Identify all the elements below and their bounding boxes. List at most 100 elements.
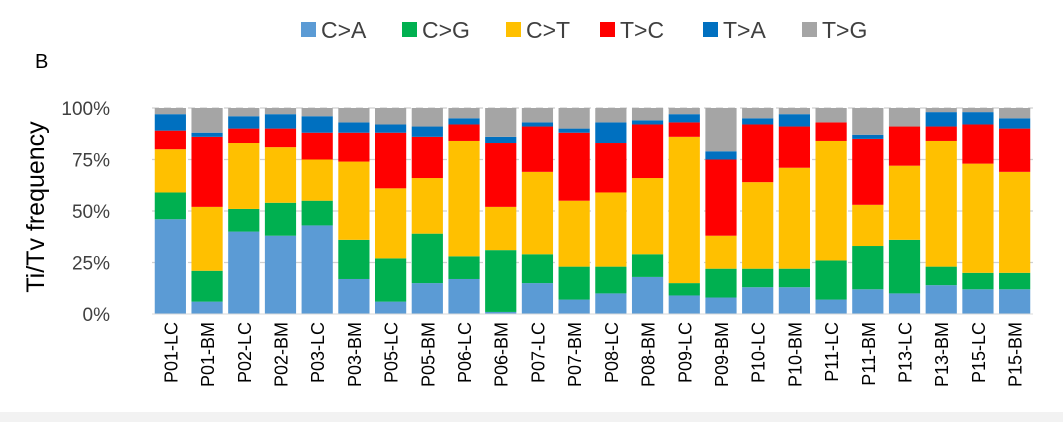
bar-segment (448, 256, 480, 279)
panel-label: B (35, 51, 48, 73)
bar-segment (888, 126, 921, 166)
bar-segment (631, 108, 664, 121)
bar-segment (521, 283, 554, 314)
x-tick-label: P08-LC (602, 322, 622, 383)
bar-segment (301, 225, 333, 314)
bar-segment (228, 231, 260, 314)
bar-segment (742, 124, 774, 183)
bar-segment (962, 112, 994, 125)
bar-segment (485, 250, 517, 312)
bar-segment (852, 138, 884, 205)
bar-segment (999, 118, 1031, 129)
bar-segment (778, 167, 810, 269)
bar-segment (852, 134, 884, 139)
bar-segment (962, 108, 994, 113)
bar-segment (888, 108, 921, 127)
bar-segment (154, 130, 186, 150)
x-tick-label: P02-LC (235, 322, 255, 383)
y-tick-label: 25% (72, 254, 110, 275)
bar-segment (191, 108, 223, 133)
bar-segment (925, 112, 957, 127)
x-tick-label: P15-LC (969, 322, 989, 383)
bar-segment (925, 108, 957, 113)
x-tick-label: P13-BM (932, 322, 952, 387)
bar-segment (962, 289, 994, 314)
x-tick-label: P11-LC (822, 322, 842, 382)
y-tick-label: 50% (72, 202, 110, 223)
bar-segment (742, 182, 774, 269)
bar-segment (485, 136, 517, 144)
bar-segment (668, 108, 700, 115)
y-tick-labels: 0% 25% 50% 75% 100% (61, 99, 110, 326)
bar-segment (631, 124, 664, 179)
bar-segment (485, 311, 517, 314)
x-tick-label: P03-LC (308, 322, 328, 383)
x-tick-label: P09-LC (675, 322, 695, 383)
bar-segment (411, 233, 443, 284)
bar-segment (485, 143, 517, 207)
bar-segment (338, 239, 370, 279)
bar-segment (191, 206, 223, 271)
bar-segment (668, 114, 700, 123)
legend-label: T>C (620, 17, 664, 43)
bar-segment (558, 132, 590, 201)
bar-segment (264, 108, 297, 115)
bar-segment (191, 136, 223, 207)
y-tick-label: 0% (83, 305, 111, 326)
bar-segment (778, 287, 810, 314)
bar-segment (301, 116, 333, 133)
bar-segment (228, 143, 260, 209)
bar-segment (448, 108, 480, 119)
bar-segment (999, 171, 1031, 273)
bar-segment (778, 108, 810, 115)
x-tick-label: P01-BM (198, 322, 218, 387)
legend-label: T>G (822, 17, 867, 43)
legend-swatch (600, 22, 615, 37)
bar-segment (852, 204, 884, 247)
gridlines (152, 107, 1033, 264)
x-tick-label: P15-BM (1006, 322, 1026, 387)
bar-segment (228, 108, 260, 117)
bar-segment (742, 268, 774, 288)
bar-segment (705, 297, 737, 314)
bar-segment (705, 268, 737, 298)
bar-segment (521, 122, 554, 127)
x-tick-label: P05-LC (382, 322, 402, 383)
bar-segment (852, 289, 884, 314)
bar-segment (154, 219, 186, 314)
bar-segment (668, 122, 700, 137)
x-tick-label: P01-LC (161, 322, 181, 383)
bar-segment (301, 200, 333, 226)
y-tick-label: 100% (61, 99, 110, 120)
legend-label: C>G (422, 17, 470, 43)
bar-segment (815, 108, 847, 123)
x-tick-label: P06-BM (492, 322, 512, 387)
bar-segment (411, 178, 443, 234)
bars (154, 108, 1031, 314)
bar-segment (999, 108, 1031, 119)
bar-segment (154, 149, 186, 193)
bar-segment (375, 124, 407, 133)
bar-segment (521, 126, 554, 172)
bar-segment (338, 122, 370, 133)
bar-segment (595, 192, 627, 267)
x-tick-label: P08-BM (639, 322, 659, 387)
bar-segment (191, 132, 223, 137)
bar-segment (778, 114, 810, 127)
legend-label: T>A (723, 17, 766, 43)
bar-segment (301, 159, 333, 201)
bar-segment (338, 161, 370, 240)
bar-segment (815, 260, 847, 300)
x-tick-label: P02-BM (271, 322, 291, 387)
bar-segment (999, 289, 1031, 314)
bar-segment (411, 136, 443, 179)
bar-segment (852, 246, 884, 290)
bar-segment (448, 118, 480, 125)
bar-segment (521, 171, 554, 255)
bar-segment (485, 206, 517, 251)
bar-segment (705, 235, 737, 269)
bar-segment (558, 266, 590, 300)
bar-segment (999, 128, 1031, 172)
bar-segment (338, 278, 370, 314)
